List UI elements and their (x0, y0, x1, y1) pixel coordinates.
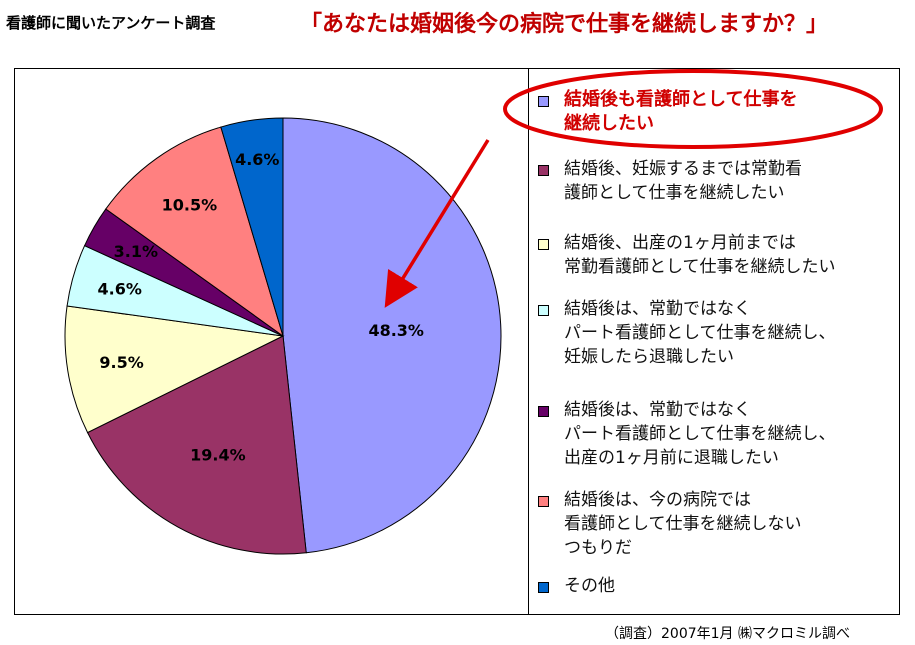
legend-text-1: 結婚後も看護師として仕事を 継続したい (564, 89, 798, 134)
pie-slice-2 (86, 335, 307, 555)
pie-slice-7 (220, 117, 284, 337)
legend-text-2: 結婚後、妊娠するまでは常勤看 護師として仕事を継続したい (564, 159, 802, 203)
pie-slice-6 (105, 126, 284, 338)
chart-title: 「あなたは婚姻後今の病院で仕事を継続しますか？」 (300, 12, 829, 37)
legend-text-6: 結婚後は、今の病院では 看護師として仕事を継続しない つもりだ (564, 490, 802, 558)
legend-swatch-6 (538, 496, 549, 507)
highlight-ellipse (503, 69, 883, 149)
highlight-arrow (384, 139, 490, 308)
legend-swatch-5 (538, 406, 549, 417)
slice-label-4: 4.6% (98, 280, 142, 299)
legend-text-5: 結婚後は、常勤ではなく パート看護師として仕事を継続し、 出産の1ヶ月前に退職し… (564, 400, 836, 468)
legend-swatch-1 (538, 96, 549, 107)
legend (528, 68, 900, 615)
legend-text-3: 結婚後、出産の1ヶ月前までは 常勤看護師として仕事を継続したい (564, 233, 836, 277)
legend-text-7: その他 (564, 576, 615, 596)
source-note: （調査）2007年1月 ㈱マクロミル調べ (605, 626, 850, 642)
slice-label-5: 3.1% (114, 242, 158, 261)
legend-swatch-3 (538, 239, 549, 250)
legend-swatch-4 (538, 305, 549, 316)
legend-swatch-2 (538, 165, 549, 176)
slice-label-7: 4.6% (235, 150, 279, 169)
pie-slice-3 (64, 305, 285, 434)
legend-text-4: 結婚後は、常勤ではなく パート看護師として仕事を継続し、 妊娠したら退職したい (564, 299, 836, 367)
slice-label-3: 9.5% (99, 353, 143, 372)
legend-swatch-7 (538, 582, 549, 593)
pie-slice-1 (282, 117, 502, 554)
slice-label-1: 48.3% (368, 321, 424, 340)
slice-label-6: 10.5% (162, 196, 218, 215)
survey-label: 看護師に聞いたアンケート調査 (6, 14, 216, 32)
slice-label-2: 19.4% (190, 445, 246, 464)
